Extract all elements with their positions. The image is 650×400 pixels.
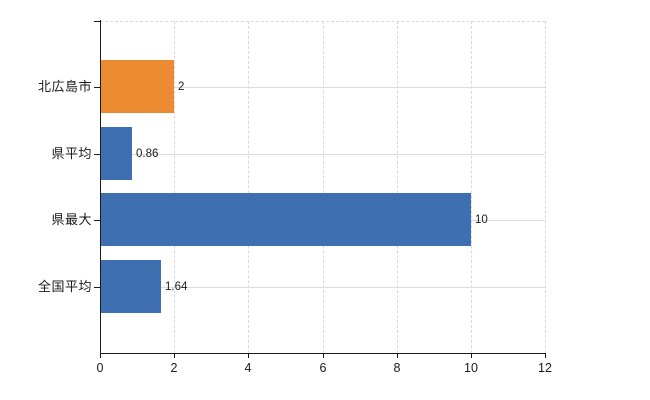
x-tick-label: 2 bbox=[170, 361, 178, 375]
y-axis-top-tick bbox=[94, 21, 100, 22]
category-label: 県平均 bbox=[51, 146, 92, 161]
bar-value-label: 10 bbox=[475, 214, 488, 226]
x-axis-tick bbox=[397, 353, 398, 358]
x-gridline bbox=[323, 21, 324, 353]
x-axis-tick bbox=[323, 353, 324, 358]
x-gridline bbox=[545, 21, 546, 353]
x-gridline bbox=[397, 21, 398, 353]
bar-value-label: 2 bbox=[178, 81, 185, 93]
x-axis-tick bbox=[174, 353, 175, 358]
x-tick-label: 12 bbox=[538, 361, 552, 375]
x-gridline bbox=[248, 21, 249, 353]
y-axis-tick bbox=[94, 87, 100, 88]
x-gridline bbox=[471, 21, 472, 353]
x-tick-label: 8 bbox=[393, 361, 401, 375]
x-axis-tick bbox=[471, 353, 472, 358]
x-tick-label: 4 bbox=[244, 361, 252, 375]
y-axis-tick bbox=[94, 220, 100, 221]
x-gridline bbox=[174, 21, 175, 353]
y-axis-tick bbox=[94, 287, 100, 288]
category-label: 北広島市 bbox=[37, 79, 92, 94]
category-gridline bbox=[100, 287, 545, 288]
category-label: 県最大 bbox=[51, 212, 92, 227]
x-axis-tick bbox=[545, 353, 546, 358]
plot-top-border bbox=[100, 21, 545, 22]
category-gridline bbox=[100, 154, 545, 155]
y-axis-tick bbox=[94, 154, 100, 155]
x-tick-label: 6 bbox=[319, 361, 327, 375]
category-gridline bbox=[100, 87, 545, 88]
bar bbox=[101, 193, 471, 246]
y-axis-line bbox=[100, 20, 101, 353]
x-axis-line bbox=[100, 353, 546, 354]
category-label: 全国平均 bbox=[37, 279, 92, 294]
bar bbox=[101, 127, 132, 180]
bar bbox=[101, 60, 174, 113]
x-axis-tick bbox=[248, 353, 249, 358]
bar bbox=[101, 260, 161, 313]
x-tick-label: 10 bbox=[464, 361, 478, 375]
x-tick-label: 0 bbox=[96, 361, 104, 375]
x-axis-tick bbox=[100, 353, 101, 358]
bar-value-label: 0.86 bbox=[136, 148, 159, 160]
bar-value-label: 1.64 bbox=[165, 281, 188, 293]
